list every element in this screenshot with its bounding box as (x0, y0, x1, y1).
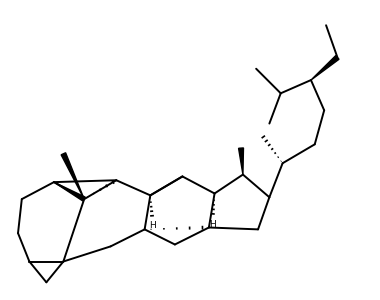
Text: H: H (209, 220, 216, 229)
Polygon shape (54, 182, 85, 201)
Polygon shape (239, 148, 244, 175)
Polygon shape (61, 153, 84, 199)
Text: H: H (149, 221, 155, 230)
Polygon shape (311, 56, 339, 80)
